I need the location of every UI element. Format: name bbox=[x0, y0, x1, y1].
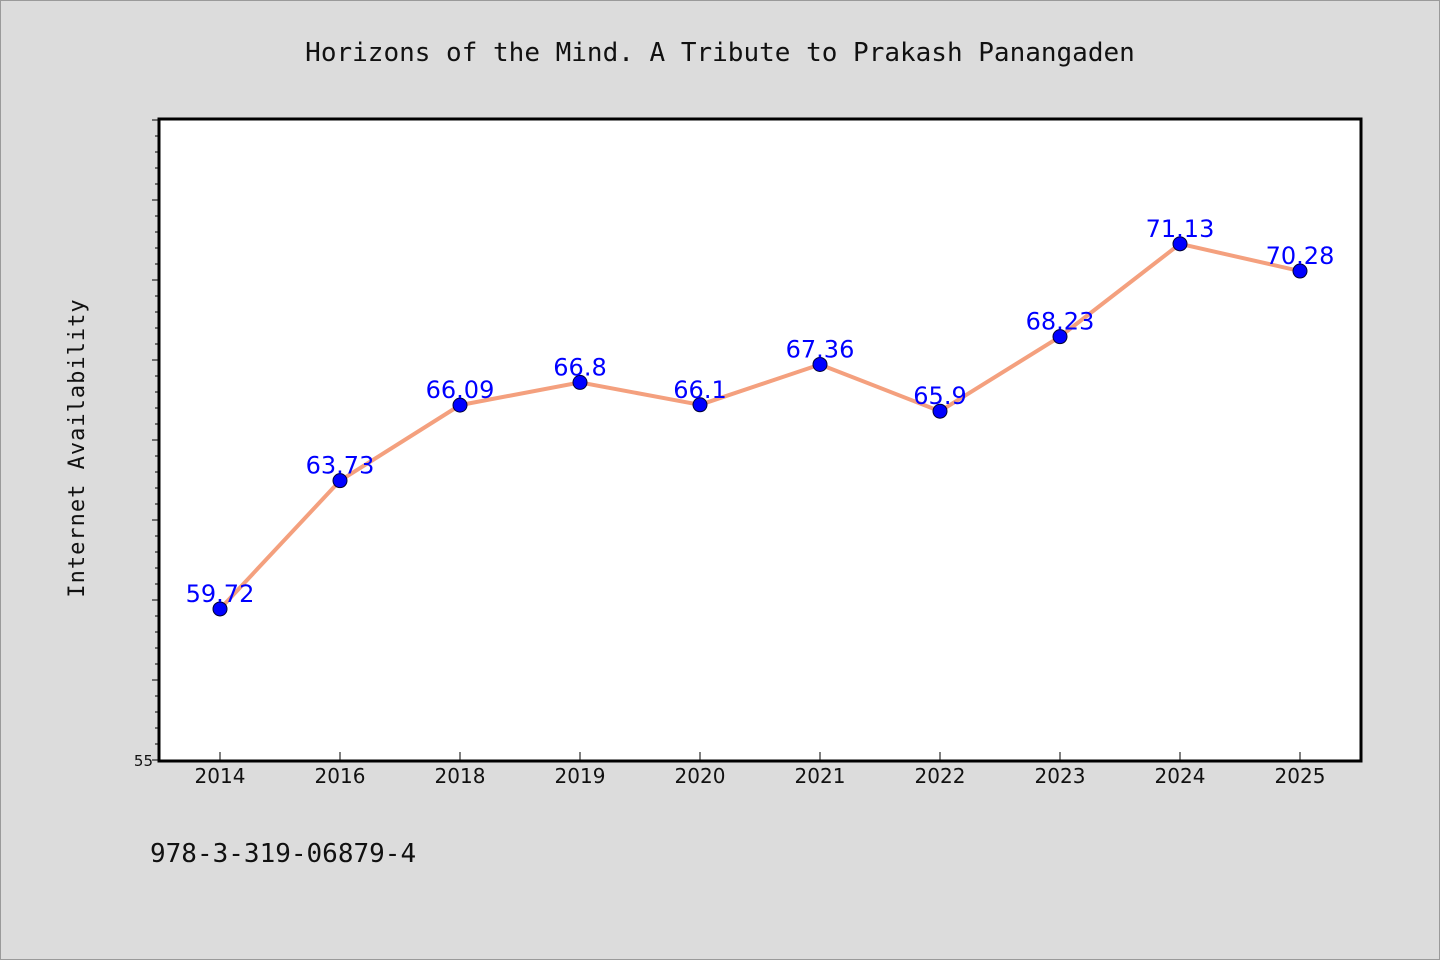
y-axis-ticks bbox=[152, 119, 159, 761]
x-tick-label: 2024 bbox=[1155, 764, 1206, 788]
data-markers bbox=[212, 236, 1308, 617]
data-label: 66.1 bbox=[673, 376, 726, 404]
x-tick-label: 2021 bbox=[795, 764, 846, 788]
data-point-marker bbox=[1172, 236, 1188, 252]
x-axis-tick-labels: 2014 2016 2018 2019 2020 2021 2022 2023 2024 2025 bbox=[195, 764, 1326, 788]
data-point-marker bbox=[812, 356, 828, 372]
data-label: 66.8 bbox=[553, 353, 606, 381]
data-point-marker bbox=[332, 473, 348, 489]
data-point-marker bbox=[932, 403, 948, 419]
data-label: 67.36 bbox=[786, 335, 855, 363]
data-labels: 59.72 63.73 66.09 66.8 66.1 67.36 65.9 68.23 71.… bbox=[186, 215, 1335, 608]
x-tick-label: 2014 bbox=[195, 764, 246, 788]
data-label: 65.9 bbox=[913, 382, 966, 410]
x-tick-label: 2022 bbox=[915, 764, 966, 788]
x-tick-label: 2018 bbox=[435, 764, 486, 788]
x-tick-label: 2025 bbox=[1275, 764, 1326, 788]
data-label: 70.28 bbox=[1266, 242, 1335, 270]
data-label: 66.09 bbox=[426, 376, 495, 404]
y-axis-label: Internet Availability bbox=[65, 298, 90, 597]
data-point-marker bbox=[452, 397, 468, 413]
y-tick-label-min: 55 bbox=[134, 752, 153, 770]
chart-title: Horizons of the Mind. A Tribute to Praka… bbox=[305, 38, 1135, 68]
x-axis-ticks bbox=[219, 752, 1301, 760]
data-label: 59.72 bbox=[186, 580, 255, 608]
data-label: 68.23 bbox=[1026, 308, 1095, 336]
data-point-marker bbox=[572, 374, 588, 390]
data-point-marker bbox=[1052, 329, 1068, 345]
isbn-label: 978-3-319-06879-4 bbox=[150, 839, 416, 869]
x-tick-label: 2019 bbox=[555, 764, 606, 788]
data-point-marker bbox=[692, 397, 708, 413]
data-label: 63.73 bbox=[306, 452, 375, 480]
series-line bbox=[218, 241, 1302, 611]
x-tick-label: 2023 bbox=[1035, 764, 1086, 788]
x-tick-label: 2020 bbox=[675, 764, 726, 788]
x-tick-label: 2016 bbox=[315, 764, 366, 788]
data-point-marker bbox=[212, 601, 228, 617]
data-point-marker bbox=[1292, 263, 1308, 279]
data-label: 71.13 bbox=[1146, 215, 1215, 243]
plot-area bbox=[157, 117, 1363, 763]
